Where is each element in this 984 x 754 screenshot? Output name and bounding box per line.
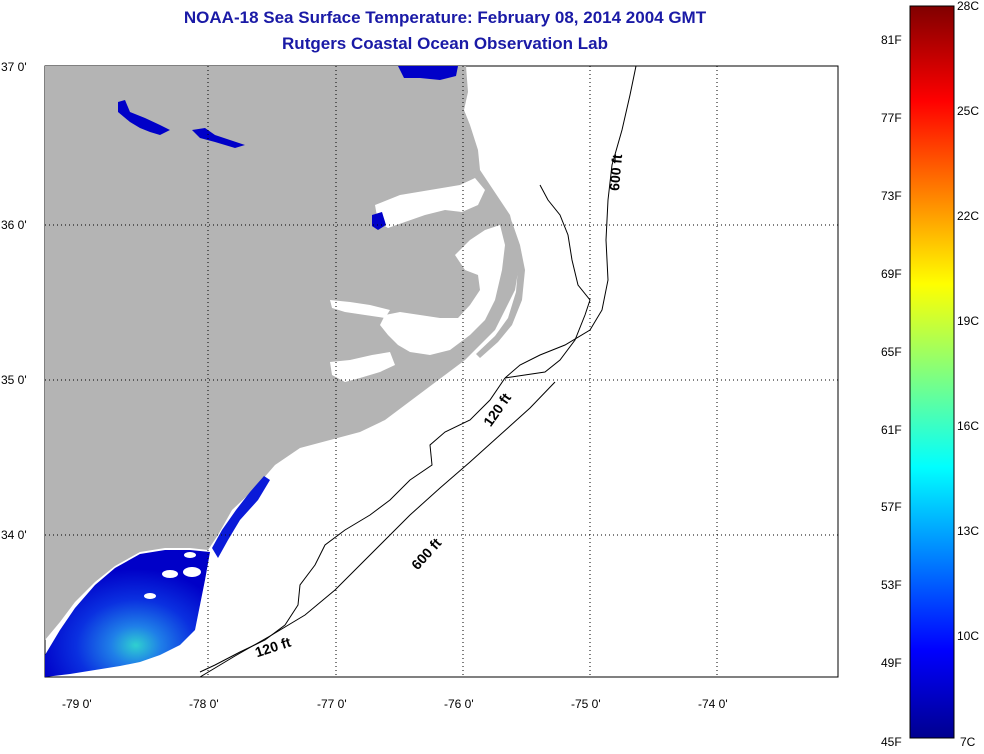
sst-coastal-strip bbox=[212, 476, 270, 558]
contour-120ft-coastal bbox=[504, 184, 591, 379]
lon-label-78: -78 0' bbox=[189, 697, 219, 711]
lon-label-75: -75 0' bbox=[571, 697, 601, 711]
neuse-river bbox=[330, 352, 395, 382]
colorbar-f-53: 53F bbox=[881, 578, 902, 592]
outer-banks bbox=[476, 215, 525, 358]
lat-label-34: 34 0' bbox=[1, 528, 27, 542]
colorbar-c-16: 16C bbox=[957, 419, 980, 433]
colorbar-f-65: 65F bbox=[881, 345, 902, 359]
colorbar-f-73: 73F bbox=[881, 189, 902, 203]
graticule bbox=[45, 66, 838, 677]
colorbar-c-19: 19C bbox=[957, 314, 980, 328]
pamlico-sound bbox=[380, 225, 505, 355]
lon-label-76: -76 0' bbox=[444, 697, 474, 711]
colorbar-c-25: 25C bbox=[957, 104, 980, 118]
lat-label-37: 37 0' bbox=[1, 60, 27, 74]
lat-label-35: 35 0' bbox=[1, 373, 27, 387]
colorbar-f-69: 69F bbox=[881, 267, 902, 281]
inland-lakes bbox=[118, 66, 458, 230]
colorbar-c-13: 13C bbox=[957, 524, 980, 538]
colorbar bbox=[909, 5, 955, 739]
colorbar-bottom-c: 7C bbox=[960, 735, 976, 749]
colorbar-f-61: 61F bbox=[881, 423, 902, 437]
chart-subtitle: Rutgers Coastal Ocean Observation Lab bbox=[282, 34, 608, 53]
contour-600ft-north bbox=[504, 66, 637, 379]
contour-120ft-south bbox=[199, 377, 506, 673]
lon-label-77: -77 0' bbox=[317, 697, 347, 711]
pamlico-river bbox=[330, 300, 390, 318]
lat-label-36: 36 0' bbox=[1, 218, 27, 232]
colorbar-f-81: 81F bbox=[881, 33, 902, 47]
lon-label-74: -74 0' bbox=[698, 697, 728, 711]
colorbar-top-c: 28C bbox=[957, 0, 980, 13]
colorbar-f-49: 49F bbox=[881, 656, 902, 670]
sst-field bbox=[45, 550, 210, 677]
contour-label-600-north: 600 ft bbox=[606, 153, 626, 192]
colorbar-c-22: 22C bbox=[957, 209, 980, 223]
chart-title: NOAA-18 Sea Surface Temperature: Februar… bbox=[183, 8, 707, 27]
cloud-patches bbox=[144, 552, 201, 599]
colorbar-c-10: 10C bbox=[957, 629, 980, 643]
lon-label-79: -79 0' bbox=[62, 697, 92, 711]
contours bbox=[199, 66, 637, 677]
colorbar-f-77: 77F bbox=[881, 111, 902, 125]
colorbar-f-57: 57F bbox=[881, 500, 902, 514]
albemarle-sound bbox=[375, 178, 485, 228]
colorbar-bottom-f: 45F bbox=[881, 735, 902, 749]
